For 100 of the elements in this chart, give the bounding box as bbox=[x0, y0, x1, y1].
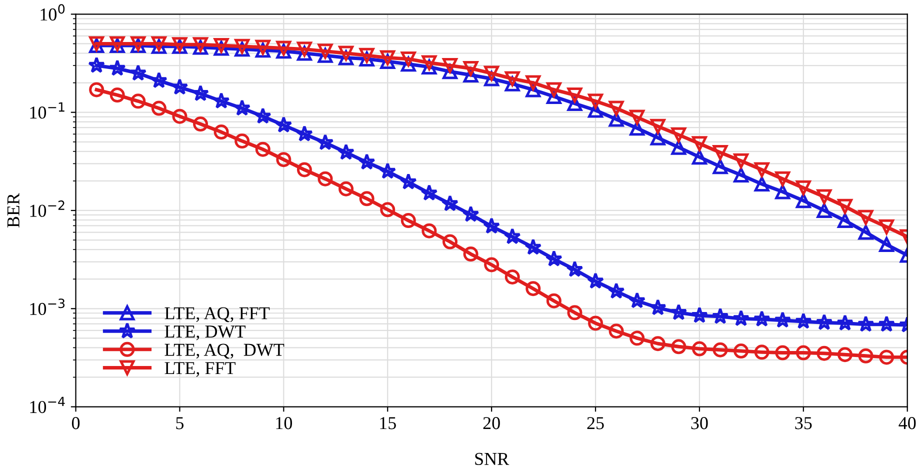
point bbox=[816, 202, 832, 218]
point bbox=[400, 213, 416, 228]
point bbox=[878, 316, 896, 332]
point bbox=[359, 48, 374, 63]
point bbox=[172, 108, 188, 124]
point bbox=[732, 310, 750, 326]
point bbox=[566, 260, 584, 278]
y-tick-label: 10$^{−4}$ bbox=[30, 396, 65, 414]
x-tick-label: 40 bbox=[898, 417, 916, 430]
point bbox=[796, 345, 811, 360]
point bbox=[690, 306, 708, 323]
point bbox=[816, 314, 833, 330]
point bbox=[692, 150, 707, 165]
legend-label: LTE, AQ, DWT bbox=[164, 344, 284, 359]
point bbox=[796, 180, 811, 196]
point bbox=[130, 64, 147, 81]
point bbox=[275, 116, 292, 133]
point bbox=[214, 124, 229, 140]
point bbox=[774, 311, 792, 328]
point bbox=[838, 198, 852, 214]
point bbox=[836, 314, 854, 331]
point bbox=[234, 38, 250, 54]
point bbox=[442, 58, 458, 74]
point bbox=[150, 72, 168, 88]
point bbox=[504, 270, 520, 285]
point bbox=[712, 342, 728, 358]
point bbox=[151, 100, 166, 116]
point bbox=[630, 330, 645, 346]
point bbox=[734, 153, 749, 168]
point bbox=[108, 60, 126, 76]
y-tick-label: 10$^{−2}$ bbox=[30, 200, 64, 217]
point bbox=[192, 84, 210, 102]
point bbox=[858, 224, 874, 240]
point bbox=[775, 184, 790, 200]
y-tick-label: 10$^{0}$ bbox=[40, 4, 65, 21]
x-tick-label: 5 bbox=[176, 417, 184, 430]
point bbox=[712, 308, 729, 324]
point bbox=[296, 42, 312, 57]
point bbox=[545, 250, 562, 266]
point bbox=[234, 99, 251, 116]
point bbox=[712, 144, 728, 160]
point bbox=[775, 345, 790, 360]
point bbox=[879, 219, 894, 234]
point bbox=[671, 127, 686, 142]
point bbox=[712, 159, 728, 174]
x-tick-label: 0 bbox=[72, 417, 80, 430]
point bbox=[110, 88, 125, 103]
point bbox=[649, 298, 666, 316]
point bbox=[567, 305, 582, 320]
point bbox=[879, 350, 894, 365]
point bbox=[753, 310, 770, 327]
point bbox=[422, 55, 437, 70]
point bbox=[441, 194, 458, 212]
point bbox=[484, 257, 500, 272]
point bbox=[88, 56, 106, 73]
point bbox=[630, 110, 645, 125]
point bbox=[504, 228, 521, 244]
point bbox=[296, 162, 312, 178]
point bbox=[754, 176, 770, 192]
point bbox=[420, 184, 438, 201]
point bbox=[400, 173, 417, 190]
point bbox=[358, 153, 376, 170]
x-tick-label: 30 bbox=[691, 417, 708, 430]
y-axis-title: BER bbox=[7, 192, 20, 228]
point bbox=[524, 238, 542, 255]
point bbox=[857, 316, 874, 332]
point bbox=[816, 189, 832, 204]
point bbox=[754, 344, 770, 360]
y-tick-label: 10$^{−1}$ bbox=[30, 102, 64, 119]
point bbox=[504, 71, 520, 86]
point bbox=[879, 237, 894, 252]
point bbox=[463, 60, 478, 76]
point bbox=[380, 50, 396, 66]
point bbox=[338, 46, 354, 61]
point bbox=[858, 348, 874, 364]
point bbox=[671, 140, 686, 155]
point bbox=[338, 144, 355, 160]
point bbox=[608, 282, 625, 299]
point bbox=[380, 202, 396, 218]
point bbox=[463, 246, 478, 262]
legend-label: LTE, FFT bbox=[164, 362, 236, 377]
point bbox=[462, 206, 480, 222]
point bbox=[754, 162, 770, 178]
point bbox=[89, 82, 104, 98]
point bbox=[212, 92, 230, 109]
point bbox=[338, 181, 354, 196]
point bbox=[379, 162, 396, 179]
point bbox=[587, 272, 604, 289]
point bbox=[588, 316, 604, 331]
point bbox=[838, 347, 852, 362]
point bbox=[484, 66, 500, 81]
point bbox=[234, 134, 250, 149]
point bbox=[671, 339, 686, 354]
point bbox=[567, 88, 582, 103]
point bbox=[796, 193, 811, 208]
point bbox=[692, 136, 707, 152]
point bbox=[650, 130, 666, 146]
point bbox=[526, 75, 541, 90]
point bbox=[359, 191, 374, 206]
point bbox=[400, 51, 416, 66]
